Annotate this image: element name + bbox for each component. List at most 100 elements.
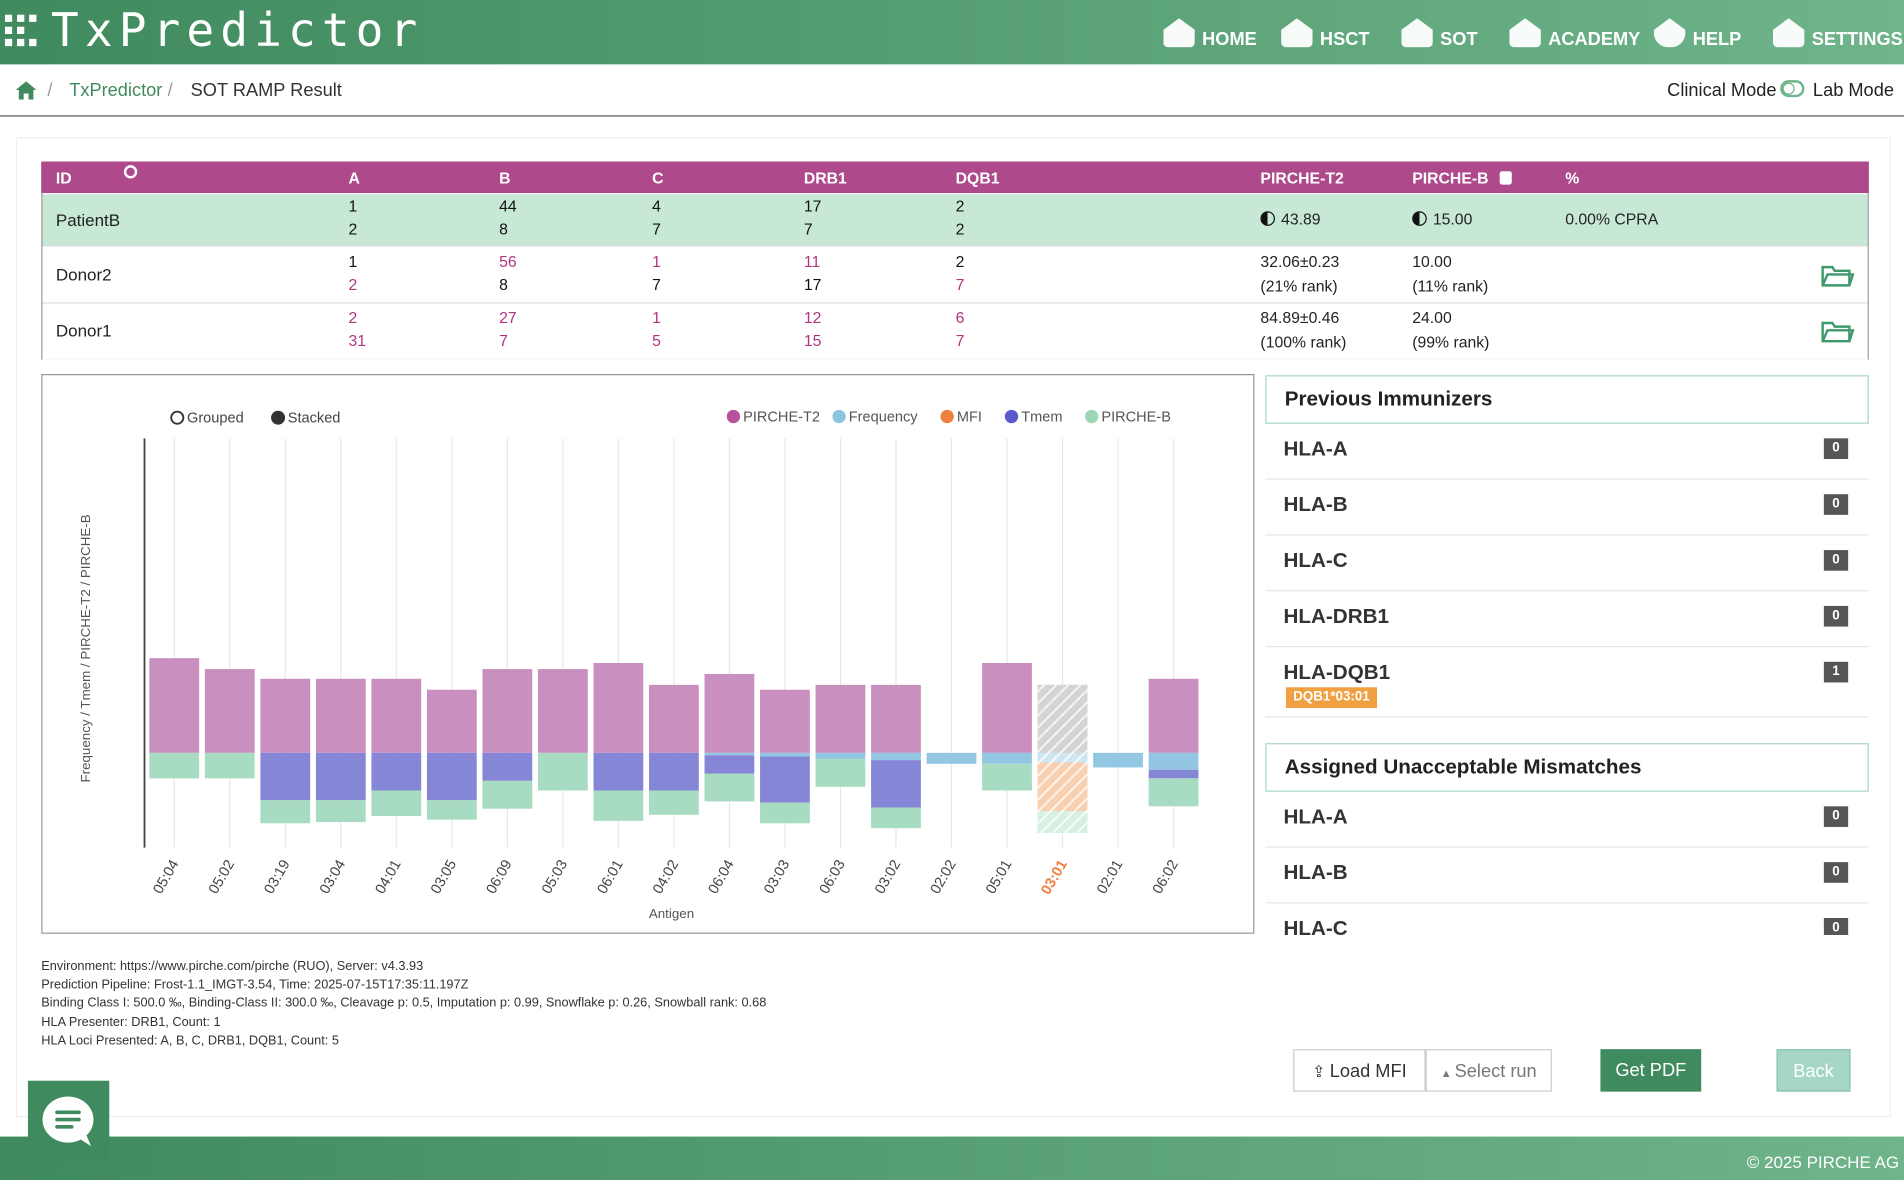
allele: 6 [955,308,965,327]
chart-frame: Grouped Stacked PIRCHE-T2 Frequency MFI Tmem P… [41,374,1255,934]
score: 15.00 [1432,210,1473,229]
score: 32.06±0.23 [1260,252,1340,271]
allele: 1 [348,196,358,215]
row-id: PatientB [55,209,121,229]
bar-segment [1093,752,1143,768]
button-label: Load MFI [1329,1061,1407,1082]
legend-dot [1084,409,1099,424]
select-run-button[interactable]: ▲ Select run [1425,1049,1552,1092]
bar-segment [760,802,810,824]
chart: Grouped Stacked PIRCHE-T2 Frequency MFI Tmem P… [78,409,1199,921]
bar-segment [149,658,200,753]
bar-segment [649,790,699,815]
score: 84.89±0.46 [1260,308,1340,327]
folder-icon[interactable] [1820,318,1855,345]
allele: 8 [499,219,508,239]
nav-link[interactable]: HOME [1202,29,1257,50]
nav-link[interactable]: SOT [1440,29,1478,50]
mode-toggle[interactable] [1780,80,1805,98]
cpra: 0.00% CPRA [1565,210,1659,229]
folder-icon[interactable] [1820,262,1855,289]
allele: 2 [348,275,358,294]
mode-label: Lab Mode [1812,80,1894,101]
allele: 7 [955,331,965,350]
bar-segment [371,678,422,753]
bar-segment [149,752,200,779]
allele: 7 [803,219,813,239]
x-tick-label: 04:02 [650,857,682,897]
chat-icon [42,1096,94,1147]
x-tick-label: 05:01 [983,857,1015,897]
bar-stack [149,658,200,779]
bar-segment [482,780,533,809]
nav-link[interactable]: HSCT [1319,29,1370,50]
mode-radio [271,410,286,425]
crumb-link[interactable]: TxPredictor [69,80,163,101]
bar-segment [815,752,866,759]
search-icon[interactable] [123,165,138,179]
copyright: © 2025 PIRCHE AG [1746,1152,1900,1172]
bar-segment [315,678,366,753]
legend-label: PIRCHE-T2 [743,409,820,425]
score: (100% rank) [1260,332,1347,351]
back-button[interactable]: Back [1776,1049,1851,1092]
info-line: Binding Class I: 500.0 ‰, Binding-Class … [41,996,767,1011]
row-id: Donor2 [55,264,112,285]
hla-table: ID A B C DRB1 DQB1 PIRCHE-T2 PIRCHE-B% PatientB 1… [41,161,1869,360]
x-tick-label: 03:19 [262,857,294,897]
help-icon[interactable] [1499,171,1512,185]
nav-link[interactable]: HELP [1692,29,1742,50]
bar-segment [315,752,366,801]
allele: 2 [348,308,358,327]
info-line: HLA Presenter: DRB1, Count: 1 [41,1014,221,1030]
bar-stack [260,678,311,824]
legend-dot [832,409,846,424]
table-row: Donor2 1 2 56 8 1 7 11 17 2 7 32.06±0.23 (21% rank) 1… [42,247,1868,304]
home-icon[interactable] [15,81,37,100]
column-header: C [652,168,664,188]
x-tick-label: 03:02 [872,857,904,897]
bar-segment [371,790,422,817]
bar-stack [1148,678,1199,807]
bar-segment [871,760,921,808]
bar-stack [704,673,755,802]
mode-label: Grouped [187,411,244,427]
chat-button[interactable] [27,1080,110,1163]
bar-segment [593,663,644,753]
score: 24.00 [1412,308,1452,327]
bar-segment [815,684,866,753]
bar-segment [593,752,644,791]
x-tick-label: 03:04 [317,857,349,897]
nav-link[interactable]: ACADEMY [1548,29,1641,50]
bar-segment [982,752,1032,764]
nav-link[interactable]: SETTINGS [1811,29,1903,50]
bar-segment [260,678,311,753]
bar-stack [1093,752,1143,768]
separator: / [47,80,53,101]
bar-stack [593,663,644,821]
bar-stack [1037,684,1088,834]
brand[interactable]: TxPredictor [51,3,424,58]
folder-shape [1821,321,1855,343]
caret-icon: ▲ [1440,1067,1455,1080]
bar-segment [815,758,866,787]
column-header: B [499,168,511,188]
separator: / [167,80,173,101]
bar-stack [982,663,1032,791]
info-line: HLA Loci Presented: A, B, C, DRB1, DQB1,… [41,1033,339,1048]
allele: 7 [499,331,508,350]
load-mfi-button[interactable]: ⇪ Load MFI [1293,1049,1426,1092]
bar-segment [760,689,810,753]
crumb-current: SOT RAMP Result [190,80,342,101]
bar-segment [371,752,422,791]
bar-stack [871,684,921,829]
bar-segment [593,790,644,821]
table-header [41,161,1869,194]
get-pdf-button[interactable]: Get PDF [1600,1049,1702,1092]
bar-stack [371,678,422,817]
allele: 17 [803,196,822,215]
x-tick-label: 03:01 [1038,857,1070,897]
allele: 17 [803,275,822,294]
logo [4,14,37,47]
